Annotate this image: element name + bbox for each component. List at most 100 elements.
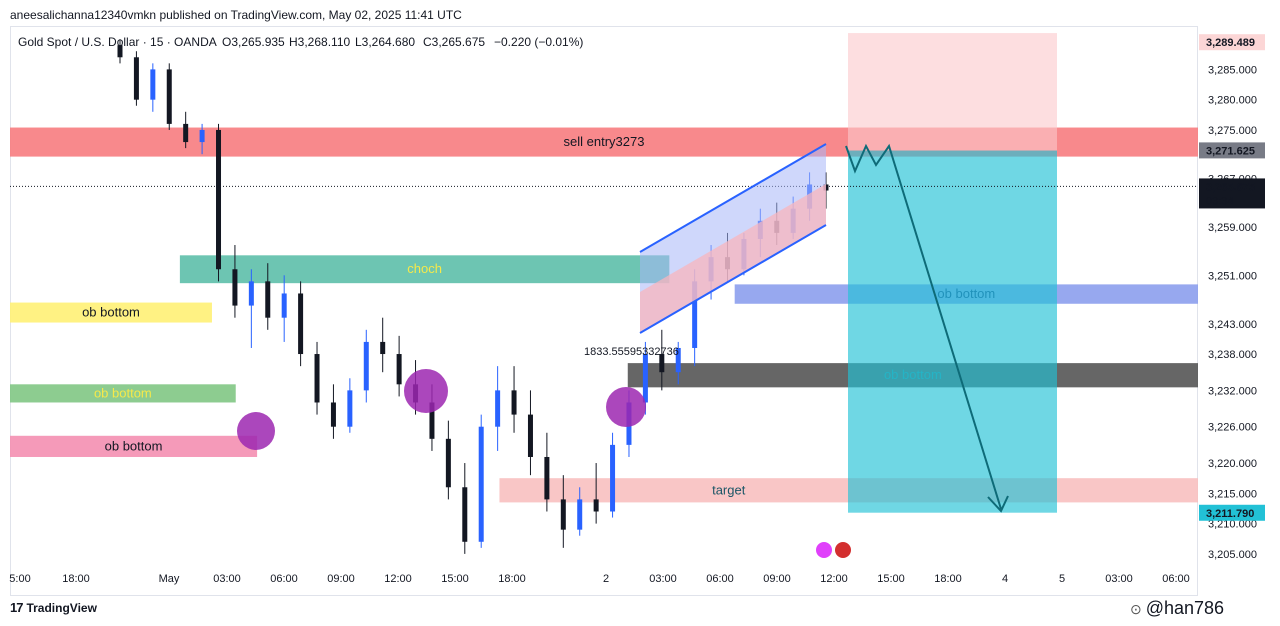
pending-label: 1833.55595332736	[584, 346, 679, 358]
candle-body	[232, 269, 238, 306]
price-tick: 3,220.000	[1208, 458, 1257, 470]
candle-body	[347, 390, 353, 427]
candles-layer	[117, 39, 829, 554]
candle-body	[199, 129, 205, 143]
trade-boxes-layer	[10, 33, 1198, 513]
candle-body	[429, 402, 435, 439]
time-tick: 12:00	[384, 573, 412, 585]
candle-body	[659, 354, 665, 373]
swing-low-marker-2	[404, 369, 448, 413]
legend-symbol: Gold Spot / U.S. Dollar · 15 · OANDA	[18, 35, 217, 49]
time-tick: 15:00	[877, 573, 905, 585]
time-tick: May	[159, 573, 180, 585]
price-tick: 3,275.000	[1208, 125, 1257, 137]
price-label-0: 3,289.489	[1206, 37, 1255, 49]
at-icon: ⊙	[1130, 601, 1142, 617]
time-tick: 18:00	[498, 573, 526, 585]
time-tick: 4	[1002, 573, 1008, 585]
zone-label-4: ob bottom	[105, 438, 163, 453]
price-tick: 3,259.000	[1208, 222, 1257, 234]
time-tick: 5	[1059, 573, 1065, 585]
candle-body	[363, 341, 369, 391]
channel-upper-line	[639, 143, 827, 253]
candle-body	[577, 499, 583, 530]
price-label-bg-1	[1199, 142, 1265, 159]
legend-low: L3,264.680	[355, 35, 415, 49]
time-tick: 09:00	[763, 573, 791, 585]
time-tick: 06:00	[706, 573, 734, 585]
publisher-line: aneesalichanna12340vmkn published on Tra…	[10, 8, 462, 22]
zone-label-7: target	[712, 482, 746, 497]
candle-body	[314, 354, 320, 403]
projected-arrowhead	[987, 495, 1009, 513]
price-tick: 3,243.000	[1208, 319, 1257, 331]
zone-4	[10, 435, 258, 457]
price-label-countdown: 03:34	[1206, 195, 1234, 207]
zone-3	[10, 384, 236, 403]
legend-change: −0.220 (−0.01%)	[494, 35, 583, 49]
candle-body	[610, 444, 616, 512]
drawing-overlay-layer: 1833.55595332736	[237, 143, 1009, 558]
price-tick: 3,238.000	[1208, 349, 1257, 361]
candle-body	[133, 57, 139, 100]
price-tick: 3,285.000	[1208, 64, 1257, 76]
price-tick: 3,251.000	[1208, 270, 1257, 282]
price-tick: 3,232.000	[1208, 385, 1257, 397]
time-axis[interactable]: 5:00 18:00 May 03:00 06:00 09:00 12:00 15:00 18:…	[9, 573, 1189, 585]
candle-body	[396, 354, 402, 385]
time-tick: 03:00	[213, 573, 241, 585]
price-axis[interactable]: 3,285.0003,280.0003,275.0003,267.0003,25…	[1199, 34, 1265, 561]
channel-lower-line	[639, 224, 827, 334]
zone-2	[10, 302, 212, 323]
price-label-bg-3	[1199, 504, 1265, 521]
candle-body	[675, 347, 681, 373]
event-icon-1	[816, 542, 832, 558]
candle-body	[298, 293, 304, 355]
candle-body	[544, 456, 550, 500]
stop-box	[848, 33, 1057, 151]
candle-body	[642, 354, 648, 403]
zone-label-0: sell entry3273	[564, 134, 645, 149]
zone-label-1: choch	[407, 261, 442, 276]
price-label-1: 3,271.625	[1206, 145, 1255, 157]
candle-body	[150, 69, 156, 100]
price-tick: 3,226.000	[1208, 422, 1257, 434]
price-tick: 3,205.000	[1208, 549, 1257, 561]
time-tick: 18:00	[934, 573, 962, 585]
candle-body	[166, 69, 172, 124]
time-tick: 03:00	[1105, 573, 1133, 585]
event-icon-2	[835, 542, 851, 558]
tradingview-logo-icon: 17	[10, 600, 24, 615]
time-tick: 15:00	[441, 573, 469, 585]
price-tick: 3,215.000	[1208, 488, 1257, 500]
projected-path	[845, 143, 1002, 510]
legend-high: H3,268.110	[289, 35, 350, 49]
candle-body	[445, 438, 451, 488]
price-tick: 3,280.000	[1208, 95, 1257, 107]
zone-label-3: ob bottom	[94, 385, 152, 400]
candle-body	[478, 426, 484, 542]
swing-low-marker-3	[606, 387, 646, 427]
candle-body	[380, 341, 386, 355]
zone-label-2: ob bottom	[82, 305, 140, 320]
author-watermark: ⊙ @han786	[1130, 598, 1224, 619]
time-tick: 09:00	[327, 573, 355, 585]
time-tick: 18:00	[62, 573, 90, 585]
tradingview-brand: TradingView	[26, 600, 97, 615]
candle-body	[511, 390, 517, 415]
target-box	[848, 150, 1057, 513]
candle-body	[265, 281, 271, 318]
candle-body	[495, 390, 501, 427]
watermark-handle: @han786	[1145, 598, 1225, 618]
tradingview-footer[interactable]: 17 TradingView	[10, 600, 97, 615]
candle-body	[183, 123, 189, 143]
price-label-3: 3,211.790	[1206, 508, 1254, 520]
candle-body	[248, 281, 254, 306]
time-tick: 06:00	[270, 573, 298, 585]
price-label-2: 3,265.675	[1206, 181, 1255, 193]
price-tick: 3,210.000	[1208, 519, 1257, 531]
candle-body	[330, 402, 336, 427]
swing-low-marker-1	[237, 412, 275, 450]
time-tick: 03:00	[649, 573, 677, 585]
